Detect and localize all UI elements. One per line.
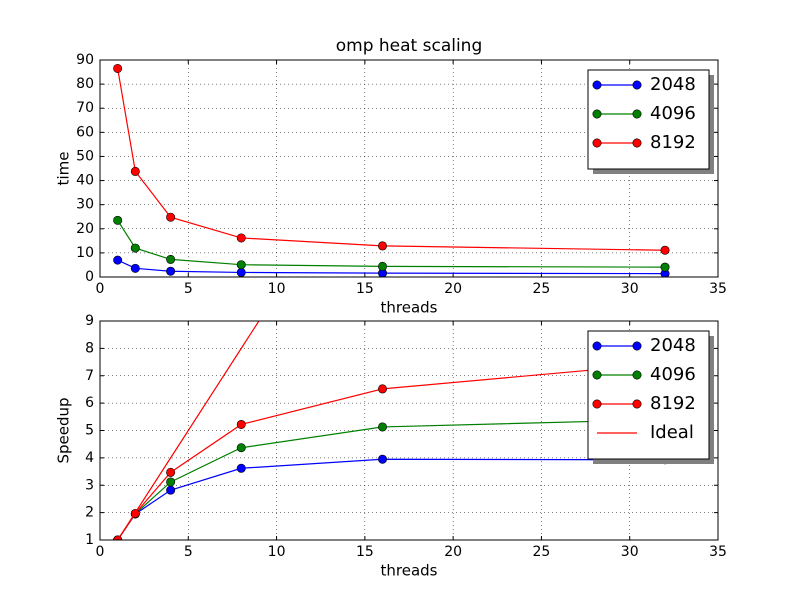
legend-marker [592, 370, 602, 380]
marker [236, 463, 246, 473]
y-tick-label: 10 [76, 245, 94, 261]
marker [378, 261, 388, 271]
x-axis-label: threads [381, 562, 438, 580]
legend-marker [632, 370, 642, 380]
legend-marker [592, 399, 602, 409]
marker [166, 467, 176, 477]
y-tick-label: 5 [85, 423, 94, 439]
x-tick-label: 5 [184, 544, 193, 560]
marker [378, 422, 388, 432]
x-tick-label: 0 [96, 544, 105, 560]
legend-label: 4096 [650, 364, 696, 385]
marker [113, 63, 123, 73]
marker [166, 266, 176, 276]
y-tick-label: 1 [85, 532, 94, 548]
y-tick-label: 3 [85, 477, 94, 493]
x-tick-label: 25 [533, 281, 551, 297]
x-tick-label: 15 [356, 281, 374, 297]
y-axis-label: time [55, 152, 73, 186]
legend-marker [632, 109, 642, 119]
y-tick-label: 60 [76, 124, 94, 140]
x-tick-label: 5 [184, 281, 193, 297]
marker [236, 443, 246, 453]
legend-marker [592, 341, 602, 351]
marker [166, 254, 176, 264]
marker [660, 262, 670, 272]
series-line [117, 68, 666, 251]
marker [236, 419, 246, 429]
marker [236, 260, 246, 270]
marker [113, 215, 123, 225]
legend-label: Ideal [650, 422, 694, 443]
legend-marker [632, 138, 642, 148]
legend-label: 2048 [650, 335, 696, 356]
series-line [117, 220, 666, 268]
axes-frame [99, 320, 719, 541]
x-tick-label: 30 [621, 281, 639, 297]
x-axis-label: threads [381, 299, 438, 317]
y-tick-label: 30 [76, 197, 94, 213]
y-tick-label: 20 [76, 221, 94, 237]
chart-title: omp heat scaling [336, 36, 483, 56]
y-tick-label: 80 [76, 76, 94, 92]
marker [378, 384, 388, 394]
x-tick-label: 30 [621, 544, 639, 560]
axes-frame [99, 59, 719, 278]
x-tick-label: 35 [709, 281, 727, 297]
legend-box [587, 69, 710, 170]
y-tick-label: 9 [85, 313, 94, 329]
legend-marker [632, 341, 642, 351]
legend-marker [592, 80, 602, 90]
marker [236, 267, 246, 277]
y-tick-label: 90 [76, 52, 94, 68]
y-tick-label: 4 [85, 450, 94, 466]
marker [113, 255, 123, 265]
plot-series [113, 63, 670, 277]
x-tick-label: 10 [268, 281, 286, 297]
x-tick-label: 10 [268, 544, 286, 560]
x-tick-label: 20 [444, 544, 462, 560]
legend-label: 4096 [650, 103, 696, 124]
y-axis-label: Speedup [55, 397, 73, 463]
legend-marker [592, 109, 602, 119]
legend-marker [632, 80, 642, 90]
legend-label: 8192 [650, 132, 696, 153]
x-tick-label: 25 [533, 544, 551, 560]
x-tick-label: 35 [709, 544, 727, 560]
y-tick-label: 0 [85, 269, 94, 285]
x-tick-label: 15 [356, 544, 374, 560]
legend-label: 2048 [650, 74, 696, 95]
marker [378, 241, 388, 251]
marker [166, 212, 176, 222]
x-tick-label: 20 [444, 281, 462, 297]
y-tick-label: 7 [85, 368, 94, 384]
marker [130, 263, 140, 273]
marker [130, 166, 140, 176]
y-tick-label: 50 [76, 148, 94, 164]
y-tick-label: 6 [85, 395, 94, 411]
y-tick-label: 70 [76, 100, 94, 116]
legend-marker [592, 138, 602, 148]
marker [166, 477, 176, 487]
y-tick-label: 40 [76, 173, 94, 189]
plot-series [113, 321, 670, 540]
legend-box [587, 330, 710, 460]
marker [236, 233, 246, 243]
marker [130, 243, 140, 253]
x-tick-label: 0 [96, 281, 105, 297]
legend-marker [632, 399, 642, 409]
series-line [117, 321, 260, 540]
legend-label: 8192 [650, 393, 696, 414]
marker [660, 245, 670, 255]
marker [166, 485, 176, 495]
y-tick-label: 2 [85, 505, 94, 521]
y-tick-label: 8 [85, 340, 94, 356]
marker [378, 454, 388, 464]
